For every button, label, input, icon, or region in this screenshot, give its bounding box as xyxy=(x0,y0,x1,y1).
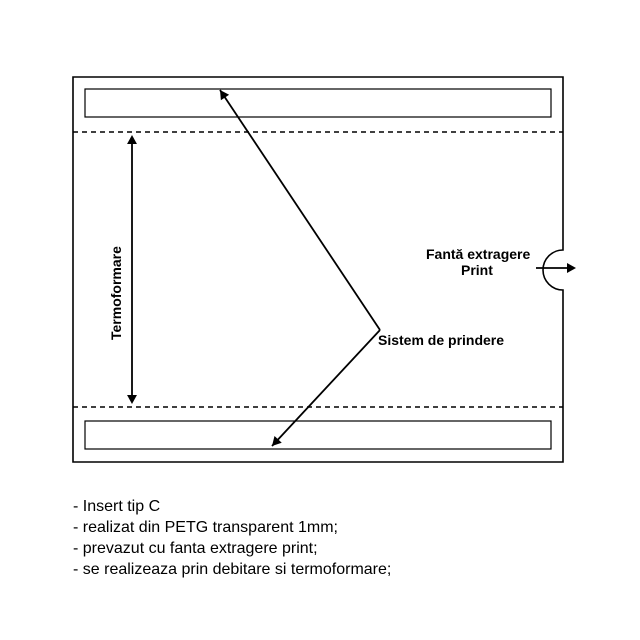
label-fanta-extragere: Fantă extragere Print xyxy=(426,246,530,278)
label-sistem-prindere: Sistem de prindere xyxy=(378,332,504,348)
label-termoformare: Termoformare xyxy=(108,246,124,340)
bullet-line: - realizat din PETG transparent 1mm; xyxy=(73,517,391,538)
diagram-canvas: Termoformare Fantă extragere Print Siste… xyxy=(0,0,640,640)
bullet-line: - se realizeaza prin debitare si termofo… xyxy=(73,559,391,580)
bullet-line: - Insert tip C xyxy=(73,496,391,517)
description-bullets: - Insert tip C- realizat din PETG transp… xyxy=(73,496,391,580)
bullet-line: - prevazut cu fanta extragere print; xyxy=(73,538,391,559)
